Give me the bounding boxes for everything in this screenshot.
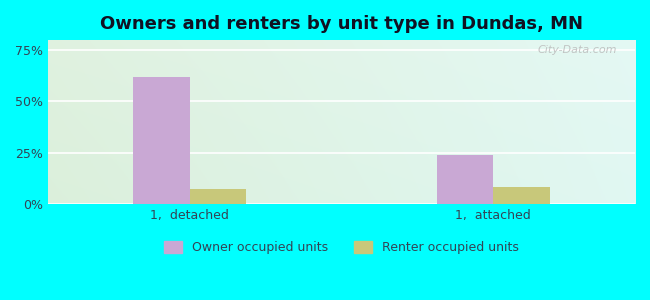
Bar <box>190 190 246 204</box>
Bar <box>437 155 493 204</box>
Text: City-Data.com: City-Data.com <box>538 45 617 55</box>
Legend: Owner occupied units, Renter occupied units: Owner occupied units, Renter occupied un… <box>159 236 524 259</box>
Bar <box>493 188 550 204</box>
Title: Owners and renters by unit type in Dundas, MN: Owners and renters by unit type in Dunda… <box>100 15 583 33</box>
Bar <box>133 77 190 204</box>
